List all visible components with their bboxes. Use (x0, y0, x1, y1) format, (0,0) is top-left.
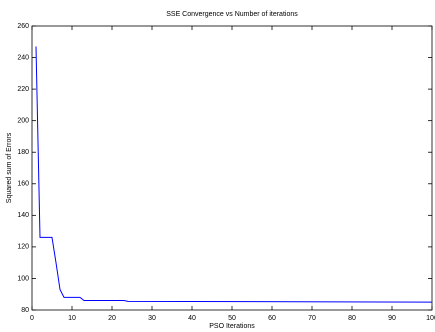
y-tick-label: 160 (17, 181, 29, 188)
y-tick-label: 120 (17, 244, 29, 251)
x-tick-label: 90 (388, 315, 396, 322)
x-tick-label: 10 (68, 315, 76, 322)
x-tick-label: 20 (108, 315, 116, 322)
x-tick-label: 80 (348, 315, 356, 322)
x-axis-label: PSO Iterations (209, 323, 255, 330)
line-series (35, 46, 433, 303)
y-tick-label: 200 (17, 118, 29, 125)
y-tick-label: 240 (17, 54, 29, 61)
x-tick-label: 30 (148, 315, 156, 322)
y-tick-label: 180 (17, 149, 29, 156)
x-tick-label: 0 (30, 315, 34, 322)
y-tick-label: 80 (21, 307, 29, 314)
x-tick-label: 60 (268, 315, 276, 322)
y-tick-label: 220 (17, 86, 29, 93)
x-tick-label: 70 (308, 315, 316, 322)
x-tick-label: 40 (188, 315, 196, 322)
chart-title: SSE Convergence vs Number of iterations (166, 11, 298, 18)
x-tick-label: 50 (228, 315, 236, 322)
y-tick-label: 260 (17, 23, 29, 30)
y-tick-label: 100 (17, 275, 29, 282)
y-tick-label: 140 (17, 212, 29, 219)
y-axis-label: Squared sum of Errors (6, 132, 13, 203)
x-tick-label: 100 (426, 315, 435, 322)
